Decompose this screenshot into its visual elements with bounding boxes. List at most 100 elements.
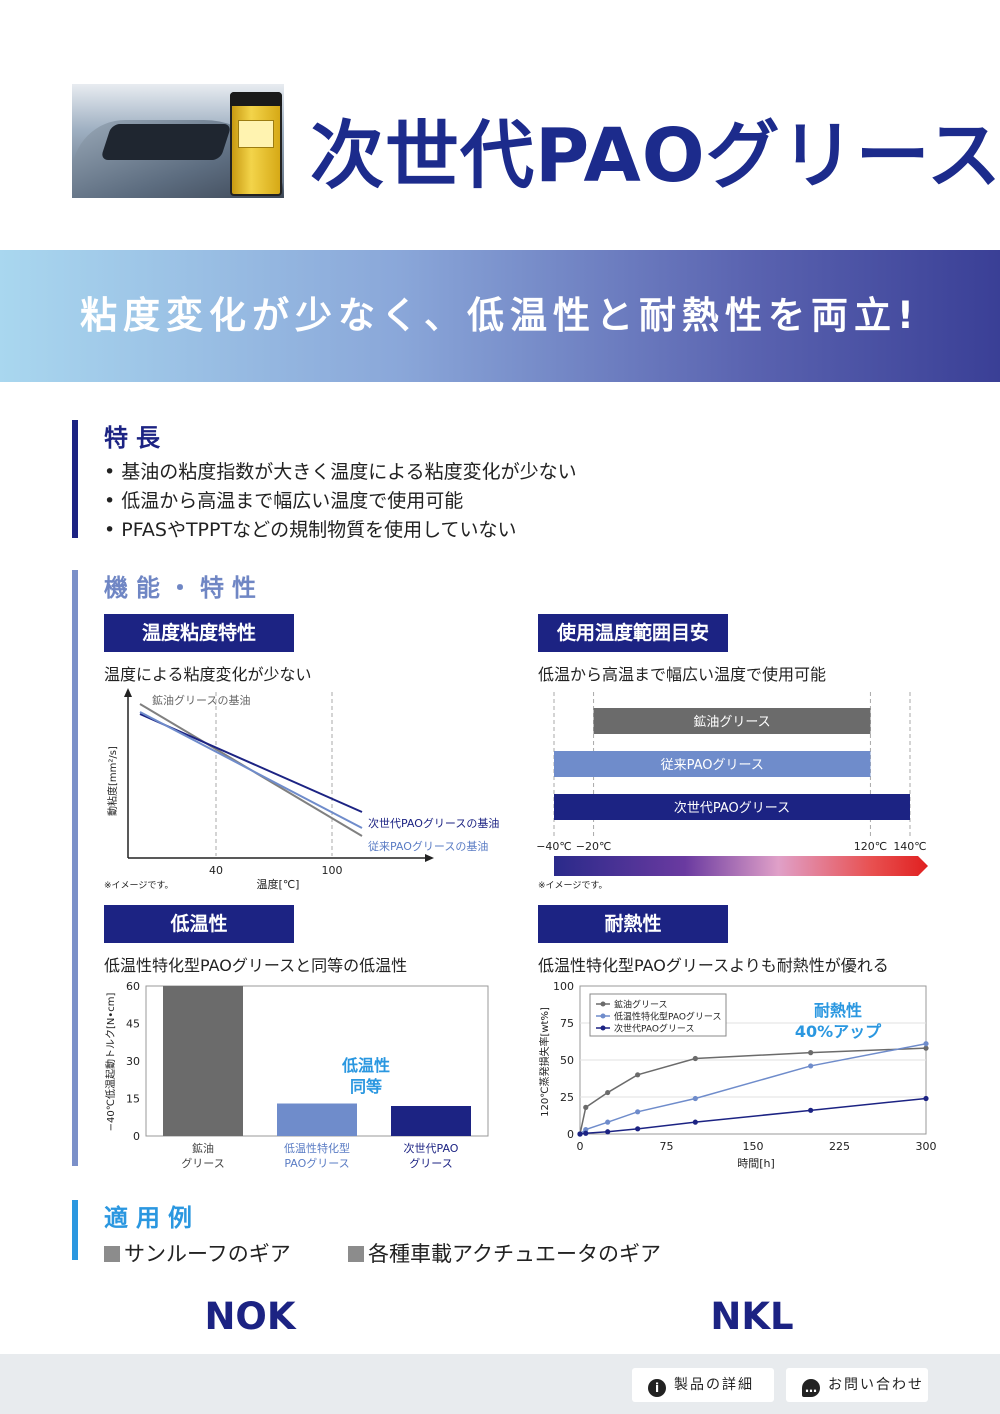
category-label: PAOグリース bbox=[284, 1156, 349, 1170]
product-photo bbox=[72, 84, 284, 198]
x-axis-arrow bbox=[425, 854, 434, 862]
category-label: 次世代PAO bbox=[404, 1141, 459, 1155]
category-label: グリース bbox=[181, 1156, 224, 1170]
series-label-mineral: 鉱油グリースの基油 bbox=[152, 693, 250, 707]
y-tick-label: 25 bbox=[560, 1091, 574, 1104]
series-label-next-pao: 次世代PAOグリースの基油 bbox=[368, 816, 499, 830]
viscosity-chart: 鉱油グリースの基油 次世代PAOグリースの基油 従来PAOグリースの基油 40 … bbox=[104, 688, 499, 891]
temperature-gradient-bar bbox=[554, 856, 928, 876]
x-tick-label: 140℃ bbox=[893, 840, 926, 853]
category-label: 低温性特化型 bbox=[284, 1141, 350, 1155]
y-tick-label: 75 bbox=[560, 1017, 574, 1030]
series-label-conventional-pao: 従来PAOグリースの基油 bbox=[368, 839, 488, 853]
legend-marker bbox=[600, 1013, 606, 1019]
y-tick-label: 60 bbox=[126, 980, 140, 993]
y-axis-label: −40℃低温起動トルク[N•cm] bbox=[104, 993, 117, 1132]
x-tick-label: 300 bbox=[916, 1140, 937, 1153]
data-point bbox=[808, 1107, 814, 1113]
sunroof-image bbox=[100, 124, 232, 160]
data-point bbox=[605, 1129, 611, 1135]
data-point bbox=[808, 1050, 814, 1056]
tag-range: 使用温度範囲目安 bbox=[538, 614, 728, 652]
y-tick-label: 0 bbox=[567, 1128, 574, 1141]
x-tick-label: 150 bbox=[743, 1140, 764, 1153]
range-bar bbox=[554, 794, 910, 820]
x-tick-label: 75 bbox=[660, 1140, 674, 1153]
x-axis-label: 時間[h] bbox=[737, 1157, 775, 1170]
chat-bubble-icon: … bbox=[802, 1379, 820, 1397]
x-tick-label: 120℃ bbox=[854, 840, 887, 853]
data-point bbox=[635, 1109, 641, 1115]
section-title-applications: 適用例 bbox=[104, 1204, 200, 1232]
legend-marker bbox=[600, 1025, 606, 1031]
y-tick-label: 0 bbox=[133, 1130, 140, 1143]
heat-chart: 0 25 50 75 100 0 75 150 225 300 鉱油グリース低温性特化型PAOグリ… bbox=[538, 980, 937, 1170]
subtitle-viscosity: 温度による粘度変化が少ない bbox=[104, 665, 312, 684]
grease-can-image bbox=[230, 92, 282, 196]
info-icon: i bbox=[648, 1379, 666, 1397]
tag-lowtemp: 低温性 bbox=[104, 905, 294, 943]
callout-line: 低温性 bbox=[341, 1056, 390, 1075]
data-point bbox=[605, 1089, 611, 1096]
feature-item: PFASやTPPTなどの規制物質を使用していない bbox=[104, 516, 577, 545]
y-tick-label: 45 bbox=[126, 1018, 140, 1031]
subtitle-heat: 低温性特化型PAOグリースよりも耐熱性が優れる bbox=[538, 956, 889, 975]
button-label: お問い合わせ bbox=[828, 1377, 924, 1393]
category-label: グリース bbox=[409, 1156, 452, 1170]
data-point bbox=[923, 1045, 929, 1051]
svg-text:NKL: NKL bbox=[710, 1298, 793, 1334]
application-item: 各種車載アクチュエータのギア bbox=[348, 1238, 661, 1268]
y-axis-label: 120℃蒸発損失率[wt%] bbox=[538, 1007, 551, 1117]
section-title-performance: 機能・特性 bbox=[104, 574, 264, 602]
data-point bbox=[605, 1119, 611, 1125]
x-tick-label: 100 bbox=[322, 864, 343, 877]
category-label: 鉱油 bbox=[192, 1141, 214, 1155]
feature-item: 低温から高温まで幅広い温度で使用可能 bbox=[104, 487, 577, 516]
tag-viscosity: 温度粘度特性 bbox=[104, 614, 294, 652]
range-bar bbox=[554, 751, 871, 777]
button-label: 製品の詳細 bbox=[674, 1377, 754, 1393]
y-axis-arrow bbox=[124, 688, 132, 697]
y-tick-label: 30 bbox=[126, 1055, 140, 1068]
note-range: ※イメージです。 bbox=[538, 880, 607, 891]
product-details-button[interactable]: i 製品の詳細 bbox=[632, 1368, 774, 1402]
bar bbox=[163, 986, 243, 1136]
range-bar-label: 従来PAOグリース bbox=[661, 758, 764, 773]
series-line-conventional-pao bbox=[139, 711, 363, 829]
x-tick-label: −40℃ bbox=[536, 840, 572, 853]
x-tick-label: 0 bbox=[577, 1140, 584, 1153]
page-title: 次世代PAOグリース bbox=[310, 113, 1000, 199]
callout-line: 耐熱性 bbox=[814, 1001, 862, 1020]
y-tick-label: 100 bbox=[553, 980, 574, 993]
range-bar-label: 次世代PAOグリース bbox=[674, 800, 790, 816]
application-item: サンルーフのギア bbox=[104, 1238, 291, 1268]
callout-line: 同等 bbox=[350, 1077, 382, 1096]
range-bar bbox=[593, 708, 871, 734]
nok-logo: NOK bbox=[204, 1298, 296, 1334]
data-point bbox=[577, 1131, 583, 1137]
bar bbox=[277, 1103, 357, 1136]
data-point bbox=[583, 1126, 589, 1133]
legend-label: 次世代PAOグリース bbox=[614, 1023, 695, 1035]
x-tick-label: −20℃ bbox=[576, 840, 612, 853]
banner: 粘度変化が少なく、低温性と耐熱性を両立! bbox=[0, 250, 1000, 382]
data-point bbox=[692, 1119, 698, 1125]
banner-text: 粘度変化が少なく、低温性と耐熱性を両立! bbox=[80, 294, 920, 337]
data-point bbox=[583, 1104, 589, 1110]
x-axis-label: 温度[℃] bbox=[257, 877, 300, 891]
y-tick-label: 15 bbox=[126, 1093, 140, 1106]
data-point bbox=[923, 1041, 929, 1047]
section-title-features: 特長 bbox=[104, 424, 168, 452]
legend-marker bbox=[600, 1001, 606, 1007]
data-point bbox=[635, 1072, 641, 1078]
contact-button[interactable]: … お問い合わせ bbox=[786, 1368, 928, 1402]
x-tick-label: 40 bbox=[209, 864, 223, 877]
x-tick-label: 225 bbox=[829, 1140, 850, 1153]
y-tick-label: 50 bbox=[560, 1054, 574, 1067]
feature-list: 基油の粘度指数が大きく温度による粘度変化が少ない 低温から高温まで幅広い温度で使… bbox=[104, 458, 577, 545]
tag-heat: 耐熱性 bbox=[538, 905, 728, 943]
legend-label: 鉱油グリース bbox=[614, 999, 668, 1011]
data-point bbox=[583, 1130, 589, 1136]
